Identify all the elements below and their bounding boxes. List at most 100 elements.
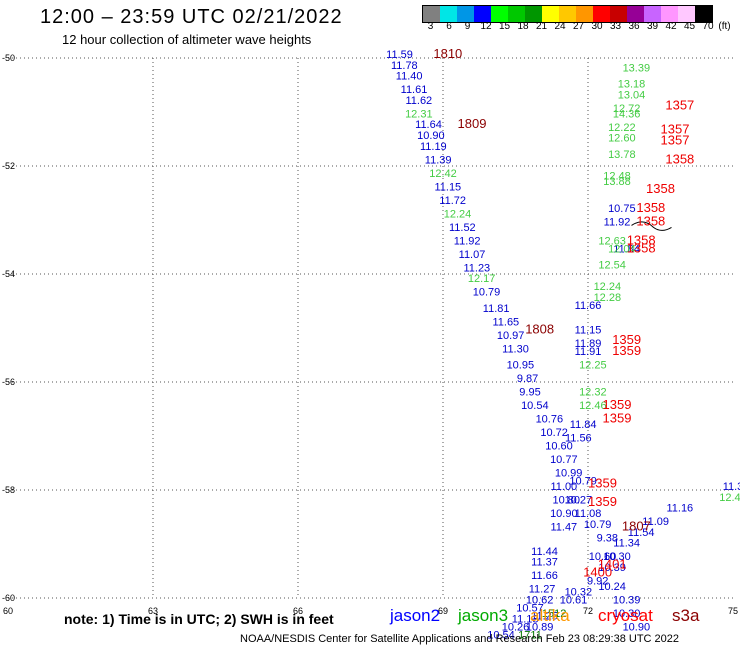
legend-unit: (ft) — [718, 21, 731, 32]
legend-label: 70 — [702, 21, 714, 32]
legend-swatch — [678, 6, 695, 22]
legend-swatch — [559, 6, 576, 22]
y-tick-label: -50 — [2, 53, 15, 63]
legend-label: 24 — [554, 21, 566, 32]
legend-label: 21 — [535, 21, 548, 32]
data-label-jason2: 10.97 — [497, 330, 525, 342]
data-label-jason3: 13.18 — [618, 79, 646, 91]
data-label-jason2: 11.62 — [405, 95, 432, 107]
data-label-jason2: 10.80 — [552, 495, 580, 507]
data-label-jason3: 12.25 — [579, 360, 607, 372]
data-label-jason2: 11.54 — [628, 527, 655, 539]
data-label-jason2: 11.19 — [420, 141, 447, 153]
data-label-jason2: 11.00 — [550, 481, 577, 493]
legend-label: 3 — [427, 21, 434, 32]
data-label-jason2: 11.13 — [512, 613, 539, 625]
data-label-jason3: 12.28 — [594, 292, 622, 304]
x-tick-label: 66 — [293, 606, 303, 616]
data-label-cryosat: 1359 — [588, 494, 617, 509]
data-label-jason2: 11.15 — [434, 181, 461, 193]
data-label-jason2: 11.56 — [565, 432, 592, 444]
legend-label: 30 — [591, 21, 603, 32]
data-label-cryosat: 1358 — [636, 200, 665, 215]
data-label-jason2: 9.92 — [587, 576, 608, 588]
data-label-jason2: 11.44 — [531, 546, 558, 558]
data-label-jason2: 10.60 — [589, 551, 617, 563]
data-label-jason2: 11.3 — [723, 481, 740, 493]
data-label-cryosat: 1359 — [588, 475, 617, 490]
data-label-jason2: 9.87 — [517, 373, 538, 385]
data-label-jason2: 11.16 — [666, 503, 693, 515]
data-label-jason2: 10.90 — [623, 621, 651, 633]
legend-label: 12 — [480, 21, 492, 32]
data-label-cryosat: 1358 — [646, 181, 675, 196]
data-label-jason2: 10.76 — [536, 414, 564, 426]
data-label-jason2: 10.79 — [569, 476, 597, 488]
data-label-jason2: 10.57 — [516, 603, 544, 615]
data-label-cryosat: 1358 — [627, 232, 656, 247]
data-label-jason2: 10.62 — [526, 594, 554, 606]
satellite-altika: altika — [530, 606, 570, 625]
legend-swatch — [610, 6, 627, 22]
satellite-s3a: s3a — [672, 606, 700, 625]
legend-swatch — [491, 6, 508, 22]
data-label-cryosat: 1358 — [636, 213, 665, 228]
data-label-jason3: 12.24 — [444, 208, 472, 220]
x-tick-label: 69 — [438, 606, 448, 616]
data-label-jason2: 10.60 — [545, 441, 573, 453]
data-label-jason2: 10.39 — [613, 594, 641, 606]
data-label-cryosat: 1359 — [612, 332, 641, 347]
data-label-jason2: 11.08 — [575, 508, 602, 520]
data-label-jason2: 11.91 — [575, 346, 602, 358]
data-label-jason3: 12.45 — [719, 492, 740, 504]
data-label-jason2: 11.72 — [439, 195, 466, 207]
data-label-jason3: 13.39 — [623, 63, 651, 75]
data-label-jason2: 11.09 — [642, 516, 669, 528]
data-label-jason2: 10.75 — [608, 203, 636, 215]
data-label-jason2: 11.34 — [613, 538, 640, 550]
legend-swatch — [457, 6, 474, 22]
data-label-jason2: 11.15 — [575, 324, 602, 336]
y-tick-label: -58 — [2, 485, 15, 495]
x-tick-label: 75 — [728, 606, 738, 616]
data-label-jason2: 11.40 — [396, 71, 423, 83]
data-label-jason2: 11.89 — [575, 338, 602, 350]
chart-subtitle: 12 hour collection of altimeter wave hei… — [62, 32, 312, 47]
data-label-cryosat: 1357 — [661, 132, 690, 147]
color-scale-legend — [422, 5, 713, 23]
legend-swatch — [593, 6, 610, 22]
legend-label: 45 — [683, 21, 696, 32]
data-label-cryosat: 1357 — [661, 122, 690, 137]
data-label-jason2: 11.07 — [459, 249, 486, 261]
legend-swatch — [525, 6, 542, 22]
color-scale-labels: 3 6 9 12 15 18 21 24 27 30 33 36 39 42 45 70 (ft) — [422, 21, 736, 35]
data-label-cryosat: 1359 — [612, 343, 641, 358]
legend-label: 39 — [646, 21, 659, 32]
data-label-jason2: 11.66 — [531, 570, 558, 582]
data-label-jason2: 10.99 — [555, 468, 583, 480]
y-tick-label: -60 — [2, 593, 15, 603]
legend-swatch — [627, 6, 644, 22]
legend-label: 42 — [665, 21, 677, 32]
data-label-jason3-dark: 1711 — [518, 630, 542, 642]
y-tick-label: -56 — [2, 377, 15, 387]
data-label-jason2: 11.66 — [575, 300, 602, 312]
data-label-jason3: 12.04 — [608, 243, 636, 255]
satellite-cryosat: cryosat — [598, 606, 653, 625]
legend-swatch — [576, 6, 593, 22]
data-label-s3a: 1809 — [458, 116, 487, 131]
x-tick-label: 63 — [148, 606, 158, 616]
y-tick-label: -52 — [2, 161, 15, 171]
data-label-jason2: 11.30 — [502, 343, 529, 355]
data-label-cryosat: 1359 — [603, 411, 632, 426]
data-label-s3a: 1810 — [433, 46, 462, 61]
credit-line: NOAA/NESDIS Center for Satellite Applica… — [240, 633, 680, 645]
data-label-jason3: 13.78 — [608, 149, 636, 161]
data-label-jason2: 10.77 — [550, 454, 578, 466]
satellite-jason3: jason3 — [458, 606, 509, 625]
legend-label: 15 — [498, 21, 511, 32]
data-label-jason2: 11.92 — [454, 235, 481, 247]
data-label-jason3: 13.88 — [603, 176, 631, 188]
data-label-jason3: 12.31 — [405, 108, 433, 120]
data-label-jason2: 10.30 — [613, 608, 641, 620]
